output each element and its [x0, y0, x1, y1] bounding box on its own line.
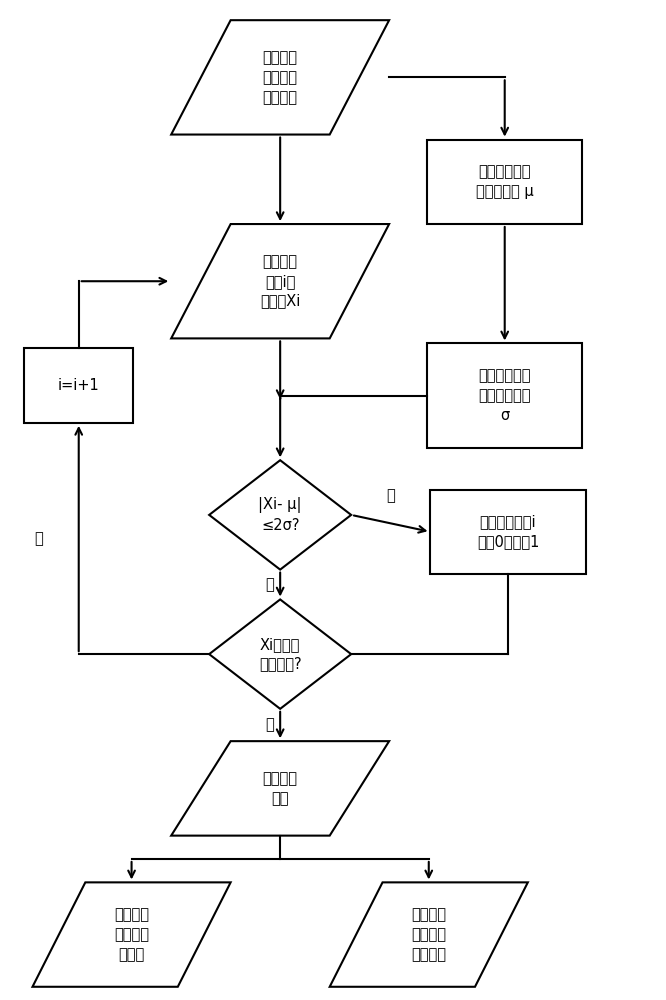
Bar — [427, 343, 582, 448]
Text: 变化像元数组i
处由0标记为1: 变化像元数组i 处由0标记为1 — [477, 514, 539, 549]
Text: 该土地分
类第i个
数据值Xi: 该土地分 类第i个 数据值Xi — [260, 254, 300, 309]
Text: 是: 是 — [265, 717, 274, 732]
Text: 土地分类
发生变化
的数据: 土地分类 发生变化 的数据 — [114, 907, 149, 962]
Text: 统计该土地分
类数据标准差
σ: 统计该土地分 类数据标准差 σ — [478, 368, 531, 423]
Text: i=i+1: i=i+1 — [58, 378, 100, 393]
Polygon shape — [330, 882, 528, 987]
Text: Xi是最后
一个数据?: Xi是最后 一个数据? — [259, 637, 302, 672]
Text: 变化像元
数组: 变化像元 数组 — [262, 771, 298, 806]
Polygon shape — [171, 741, 389, 836]
Text: |Xi- μ|
≤2σ?: |Xi- μ| ≤2σ? — [258, 497, 302, 533]
Polygon shape — [209, 460, 351, 570]
Polygon shape — [171, 224, 389, 338]
Text: 否: 否 — [265, 577, 274, 592]
Polygon shape — [209, 599, 351, 709]
Bar — [24, 348, 133, 423]
Polygon shape — [33, 882, 230, 987]
Polygon shape — [171, 20, 389, 135]
Text: 是: 是 — [386, 488, 395, 503]
Text: 土地分类
未发生变
化的数据: 土地分类 未发生变 化的数据 — [412, 907, 446, 962]
Text: 统计该土地分
类数据均值 μ: 统计该土地分 类数据均值 μ — [476, 164, 533, 199]
Bar — [430, 490, 585, 574]
Text: 否: 否 — [35, 531, 43, 546]
Text: 某一种土
地分类数
据结构类: 某一种土 地分类数 据结构类 — [262, 50, 298, 105]
Bar — [427, 140, 582, 224]
